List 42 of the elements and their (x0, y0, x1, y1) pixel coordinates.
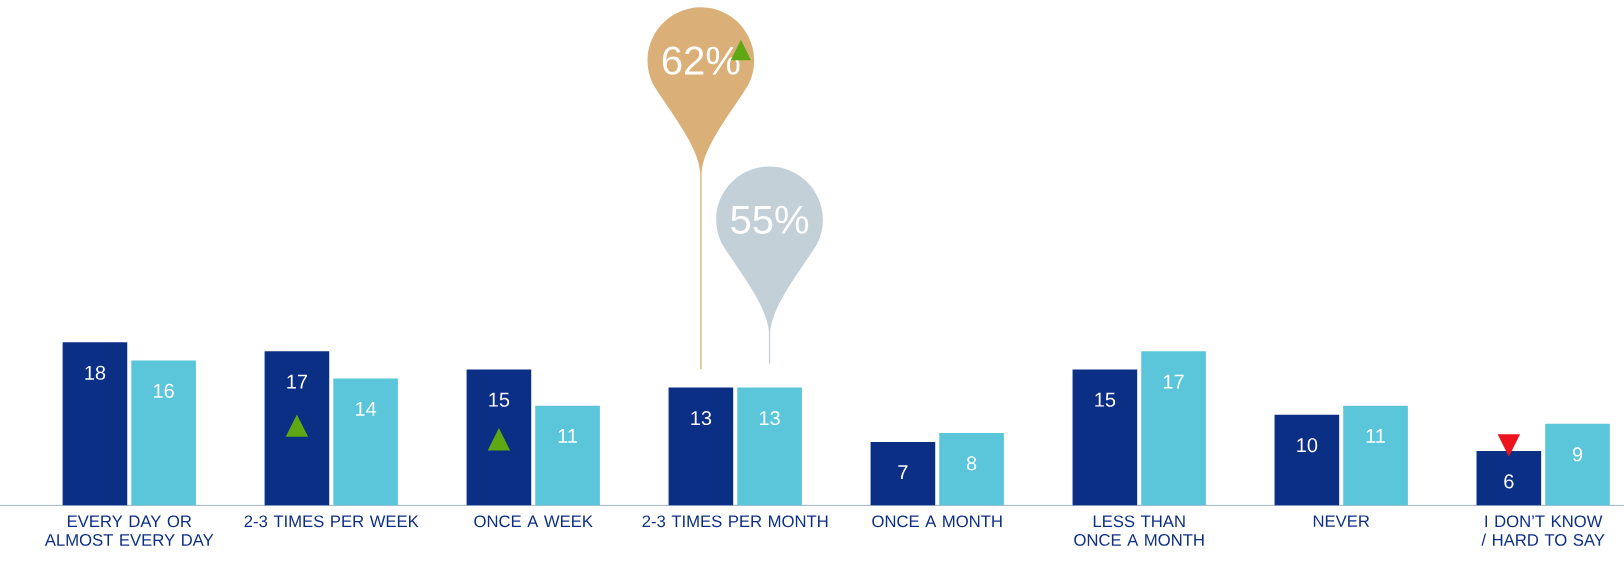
data-label: 17 (287, 374, 308, 389)
data-label: 7 (898, 465, 908, 479)
data-label: 9 (1572, 447, 1583, 462)
x-tick-label: ONCE A WEEK (474, 515, 593, 528)
bar (1545, 423, 1610, 506)
bar (1072, 369, 1138, 506)
data-label: 10 (1297, 437, 1318, 453)
bar (62, 342, 128, 506)
bar (333, 378, 398, 506)
x-tick-label: 2-3 TIMES PER WEEK (244, 515, 419, 528)
bar (737, 387, 802, 506)
bar (939, 432, 1004, 506)
data-label: 11 (1366, 428, 1385, 443)
x-tick-label: ONCE A MONTH (872, 515, 1002, 528)
annotation: ▲ (285, 414, 309, 437)
data-label: 16 (154, 383, 174, 398)
data-label: 15 (489, 392, 510, 407)
bar (870, 441, 936, 506)
bar (535, 405, 600, 506)
data-label: 17 (1163, 374, 1184, 389)
x-tick-label: EVERY DAY OR ALMOST EVERY DAY (44, 515, 214, 546)
x-tick-label: NEVER (1313, 515, 1370, 527)
data-label: 15 (1095, 392, 1116, 407)
bar (1274, 414, 1340, 506)
bar (668, 387, 734, 506)
bar (466, 369, 532, 506)
data-label: 13 (691, 410, 712, 425)
x-tick-label: LESS THAN ONCE A MONTH (1074, 515, 1204, 546)
annotation: ▲ (487, 427, 511, 451)
data-label: 13 (759, 410, 780, 425)
x-tick-label: 2-3 TIMES PER MONTH (642, 515, 828, 528)
bar (264, 351, 330, 506)
data-label: 18 (85, 365, 106, 380)
data-label: 6 (1504, 474, 1514, 489)
data-label: 8 (966, 456, 977, 471)
data-label: 11 (558, 428, 577, 443)
bar (131, 360, 196, 506)
text: 55% (731, 205, 809, 234)
bar (1141, 351, 1206, 506)
bar (1343, 405, 1408, 506)
x-tick-label: I DON’T KNOW / HARD TO SAY (1481, 515, 1605, 546)
data-label: 14 (356, 401, 377, 416)
